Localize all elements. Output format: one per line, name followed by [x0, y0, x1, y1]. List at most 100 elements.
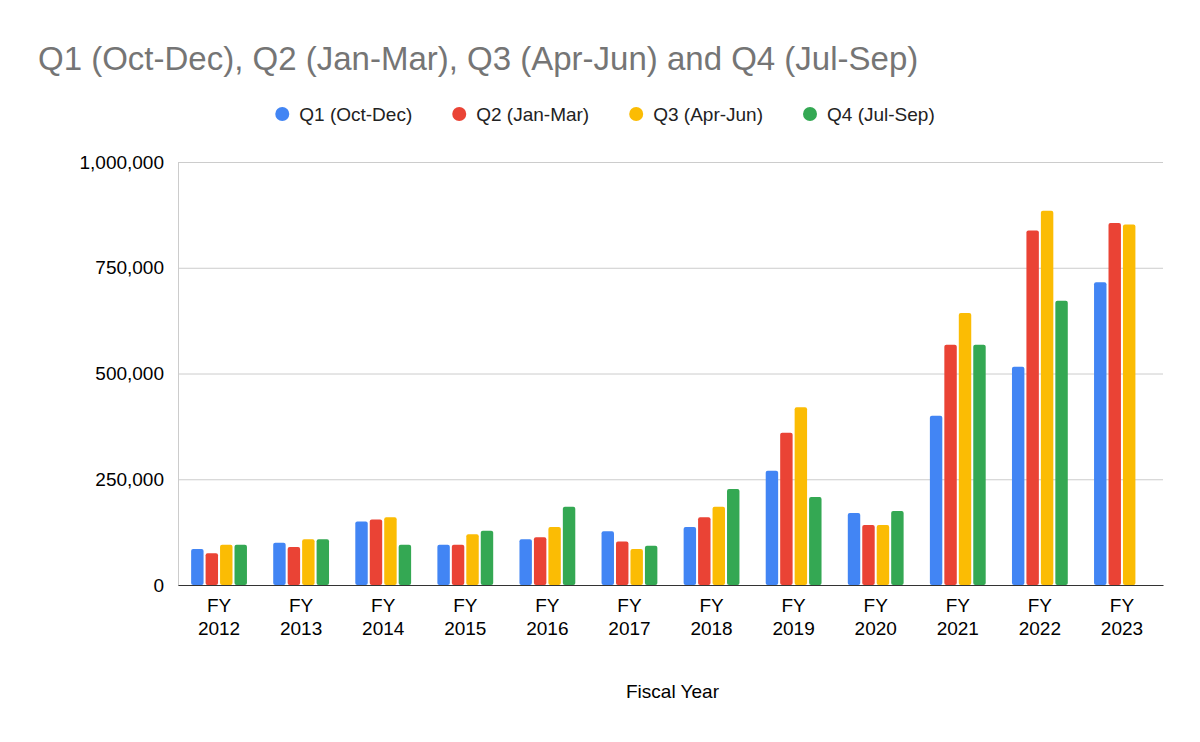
- bars: [191, 211, 1135, 585]
- bar: [235, 545, 247, 585]
- x-tick: FY2016: [526, 585, 568, 639]
- grid-line: [178, 162, 1163, 163]
- bar: [684, 527, 696, 585]
- grid-line: [178, 585, 1163, 586]
- bar: [877, 525, 889, 585]
- x-tick-label: FY2013: [280, 595, 322, 639]
- bar: [1055, 301, 1067, 585]
- grid-line: [178, 268, 1163, 269]
- y-tick-label: 250,000: [95, 469, 164, 490]
- x-tick-label: FY2023: [1101, 595, 1143, 639]
- bar: [1026, 231, 1038, 585]
- y-tick: 1,000,000: [79, 152, 1163, 173]
- legend-swatch: [452, 107, 466, 121]
- x-axis: FY2012 FY2013 FY2014 FY2015 FY2016 FY2017 FY20…: [179, 585, 1164, 639]
- legend-label: Q4 (Jul-Sep): [827, 104, 935, 125]
- x-tick: FY2015: [444, 585, 486, 639]
- x-tick: FY2013: [280, 585, 322, 639]
- bar: [780, 433, 792, 585]
- bar: [616, 541, 628, 585]
- bar: [302, 539, 314, 585]
- x-tick-label: FY2022: [1019, 595, 1061, 639]
- bar: [930, 416, 942, 585]
- x-tick: FY2014: [362, 585, 405, 639]
- legend: Q1 (Oct-Dec) Q2 (Jan-Mar) Q3 (Apr-Jun) Q4 (…: [275, 104, 934, 125]
- y-tick: 750,000: [95, 257, 1163, 278]
- bar: [548, 527, 560, 585]
- legend-item: Q4 (Jul-Sep): [803, 104, 935, 125]
- legend-item: Q3 (Apr-Jun): [629, 104, 763, 125]
- x-tick: FY2012: [198, 585, 240, 639]
- x-tick: FY2017: [608, 585, 650, 639]
- x-axis-line: [179, 585, 1164, 586]
- x-tick-label: FY2012: [198, 595, 240, 639]
- bar: [355, 522, 367, 585]
- legend-swatch: [629, 107, 643, 121]
- bar: [317, 539, 329, 585]
- bar: [452, 545, 464, 585]
- x-tick-label: FY2018: [690, 595, 732, 639]
- x-tick-label: FY2021: [937, 595, 979, 639]
- bar: [220, 545, 232, 585]
- x-tick: FY2023: [1101, 585, 1143, 639]
- x-tick: FY2021: [937, 585, 979, 639]
- x-axis-title: Fiscal Year: [626, 681, 720, 702]
- x-tick-label: FY2015: [444, 595, 486, 639]
- bar: [288, 547, 300, 585]
- bar: [891, 511, 903, 585]
- bar: [519, 539, 531, 585]
- x-tick: FY2019: [772, 585, 814, 639]
- bar: [206, 553, 218, 585]
- bar: [602, 531, 614, 585]
- x-tick-label: FY2017: [608, 595, 650, 639]
- y-tick-label: 0: [153, 575, 164, 596]
- bar: [534, 537, 546, 585]
- bar: [1123, 225, 1135, 585]
- bar: [481, 531, 493, 585]
- series: [220, 211, 1135, 585]
- legend-swatch: [803, 107, 817, 121]
- bar: [370, 519, 382, 585]
- chart: Q1 (Oct-Dec), Q2 (Jan-Mar), Q3 (Apr-Jun)…: [0, 0, 1200, 742]
- bar: [1041, 211, 1053, 585]
- bar: [1012, 367, 1024, 585]
- bar: [191, 549, 203, 585]
- y-tick-label: 500,000: [95, 363, 164, 384]
- bar: [848, 513, 860, 585]
- bar: [630, 549, 642, 585]
- bar: [384, 517, 396, 585]
- legend-label: Q3 (Apr-Jun): [653, 104, 763, 125]
- y-tick-label: 750,000: [95, 257, 164, 278]
- x-tick-label: FY2020: [855, 595, 897, 639]
- bar: [809, 497, 821, 585]
- bar: [944, 345, 956, 585]
- bar: [766, 471, 778, 585]
- bar: [399, 545, 411, 585]
- y-axis: 0 250,000 500,000 750,000 1,000,000: [79, 152, 1163, 596]
- x-tick: FY2018: [690, 585, 732, 639]
- x-tick: FY2020: [855, 585, 897, 639]
- x-tick: FY2022: [1019, 585, 1061, 639]
- series: [191, 282, 1106, 585]
- legend-item: Q1 (Oct-Dec): [275, 104, 412, 125]
- x-tick-label: FY2016: [526, 595, 568, 639]
- series: [206, 223, 1121, 585]
- legend-item: Q2 (Jan-Mar): [452, 104, 589, 125]
- y-tick: 500,000: [95, 363, 1163, 384]
- bar: [973, 345, 985, 585]
- x-tick-label: FY2019: [772, 595, 814, 639]
- bar: [698, 517, 710, 585]
- series: [235, 301, 1068, 585]
- bar: [645, 546, 657, 585]
- bar: [437, 545, 449, 585]
- bar: [795, 407, 807, 585]
- bar: [273, 543, 285, 585]
- title: Q1 (Oct-Dec), Q2 (Jan-Mar), Q3 (Apr-Jun)…: [38, 40, 918, 77]
- bar: [727, 489, 739, 585]
- bar: [563, 507, 575, 585]
- legend-swatch: [275, 107, 289, 121]
- bar: [1094, 282, 1106, 585]
- plot: 0250,000500,000750,0001,000,000FY2012FY2…: [79, 152, 1163, 640]
- legend-label: Q1 (Oct-Dec): [299, 104, 412, 125]
- bar: [466, 534, 478, 585]
